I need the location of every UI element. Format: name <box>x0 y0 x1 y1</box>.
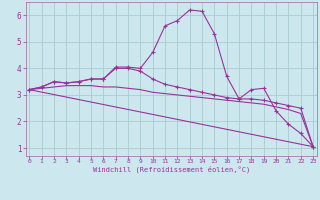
X-axis label: Windchill (Refroidissement éolien,°C): Windchill (Refroidissement éolien,°C) <box>92 166 250 173</box>
